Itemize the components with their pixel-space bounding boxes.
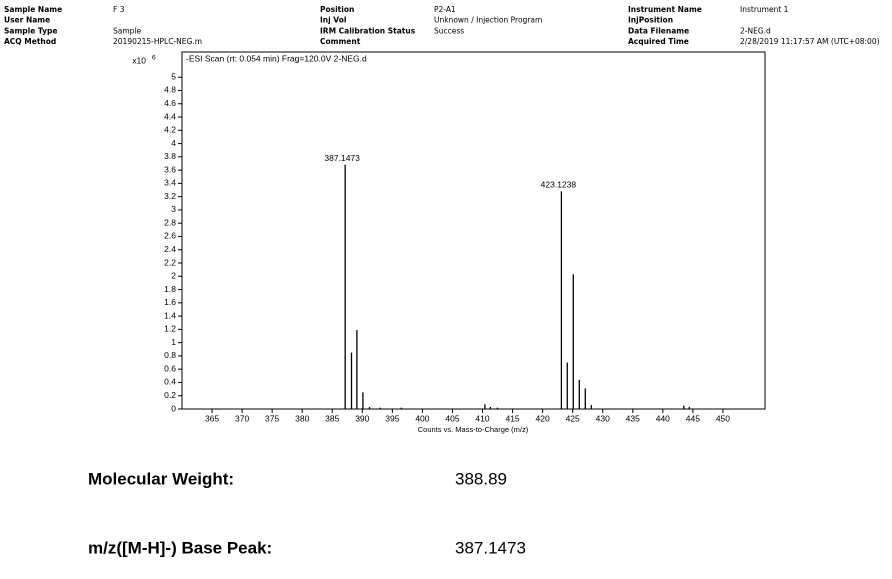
x-tick-label: 375 [265, 413, 279, 423]
x-tick-label: 390 [355, 413, 369, 423]
x-tick-label: 415 [505, 413, 519, 423]
y-tick-label: 3.6 [164, 164, 176, 174]
y-tick-label: 4.8 [164, 85, 176, 95]
y-tick-label: 2.6 [164, 231, 176, 241]
field-value: P2-A1 [434, 5, 456, 14]
field-label: Inj Vol [320, 16, 346, 25]
x-tick-label: 420 [536, 413, 550, 423]
y-tick-label: 1.4 [164, 310, 176, 320]
field-value: Instrument 1 [740, 5, 789, 14]
y-scale-exponent: 6 [152, 55, 156, 62]
field-label: IRM Calibration Status [320, 26, 416, 35]
y-tick-label: 4.2 [164, 125, 176, 135]
field-label: Instrument Name [628, 5, 702, 14]
field-label: Acquired Time [628, 37, 689, 46]
field-value: 2-NEG.d [740, 26, 771, 35]
y-tick-label: 4.4 [164, 111, 176, 121]
summary-label: m/z([M-H]-) Base Peak: [88, 538, 272, 557]
y-tick-label: 2.2 [164, 257, 176, 267]
x-axis-label: Counts vs. Mass-to-Charge (m/z) [418, 425, 529, 434]
x-tick-label: 380 [295, 413, 309, 423]
x-tick-label: 425 [566, 413, 580, 423]
field-label: Sample Name [4, 5, 62, 14]
y-tick-label: 1 [171, 337, 176, 347]
summary-label: Molecular Weight: [88, 469, 234, 488]
field-label: User Name [4, 16, 50, 25]
y-tick-label: 4.6 [164, 98, 176, 108]
field-value: 2/28/2019 11:17:57 AM (UTC+08:00) [740, 37, 880, 46]
y-tick-label: 0 [171, 403, 176, 413]
y-tick-label: 1.2 [164, 324, 176, 334]
x-tick-label: 440 [656, 413, 670, 423]
y-tick-label: 5 [171, 71, 176, 81]
y-tick-label: 1.8 [164, 284, 176, 294]
y-tick-label: 2 [171, 271, 176, 281]
x-tick-label: 445 [686, 413, 700, 423]
summary-value: 387.1473 [455, 538, 526, 557]
y-tick-label: 0.8 [164, 350, 176, 360]
field-value: Unknown / Injection Program [434, 16, 542, 25]
field-label: ACQ Method [4, 37, 56, 46]
x-tick-label: 430 [596, 413, 610, 423]
peak-label: 387.1473 [324, 153, 360, 163]
peak-label: 423.1238 [541, 180, 577, 190]
field-label: Comment [320, 37, 361, 46]
x-tick-label: 410 [475, 413, 489, 423]
x-tick-label: 435 [626, 413, 640, 423]
field-value: 20190215-HPLC-NEG.m [113, 37, 202, 46]
x-tick-label: 385 [325, 413, 339, 423]
field-label: Position [320, 5, 354, 14]
field-value: Sample [113, 26, 142, 35]
y-tick-label: 2.4 [164, 244, 176, 254]
field-value: Success [434, 26, 464, 35]
y-scale-label: x10 [132, 55, 146, 65]
y-tick-label: 0.2 [164, 390, 176, 400]
summary-value: 388.89 [455, 469, 507, 488]
y-tick-label: 3.8 [164, 151, 176, 161]
y-tick-label: 0.4 [164, 377, 176, 387]
field-value: F 3 [113, 5, 125, 14]
x-tick-label: 365 [205, 413, 219, 423]
field-label: Data Filename [628, 26, 689, 35]
field-label: Sample Type [4, 26, 58, 35]
x-tick-label: 370 [235, 413, 249, 423]
y-tick-label: 3.4 [164, 178, 176, 188]
field-label: InjPosition [628, 16, 673, 25]
x-tick-label: 405 [445, 413, 459, 423]
x-tick-label: 450 [716, 413, 730, 423]
y-tick-label: 1.6 [164, 297, 176, 307]
y-tick-label: 3.2 [164, 191, 176, 201]
x-tick-label: 400 [415, 413, 429, 423]
y-tick-label: 3 [171, 204, 176, 214]
y-tick-label: 4 [171, 138, 176, 148]
y-tick-label: 0.6 [164, 363, 176, 373]
plot-frame [181, 51, 766, 410]
y-tick-label: 2.8 [164, 217, 176, 227]
x-tick-label: 395 [385, 413, 399, 423]
chart-title: -ESI Scan (rt: 0.054 min) Frag=120.0V 2-… [186, 53, 367, 63]
